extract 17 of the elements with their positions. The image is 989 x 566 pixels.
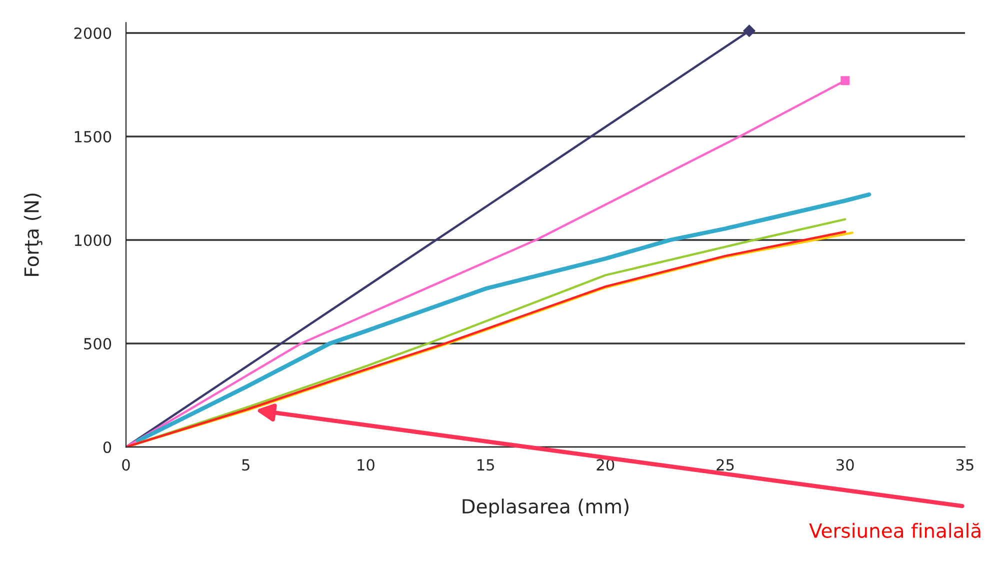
x-tick-label: 20 xyxy=(596,459,614,471)
y-tick-label: 500 xyxy=(84,338,112,350)
text: Versiunea finalală xyxy=(809,522,980,538)
y-tick-label: 0 xyxy=(103,441,112,454)
x-tick-label: 25 xyxy=(716,459,734,471)
y-tick-label: 2000 xyxy=(74,27,112,40)
x-tick-label: 5 xyxy=(242,459,250,471)
y-tick-label: 1500 xyxy=(74,130,112,143)
y-tick-label: 1000 xyxy=(74,234,112,246)
y-axis-title: Forţa (N) xyxy=(24,194,42,276)
x-axis-title: Deplasarea (mm) xyxy=(462,498,628,518)
line-series xyxy=(136,192,872,443)
x-tick-label: 30 xyxy=(836,459,854,471)
x-tick-label: 10 xyxy=(358,459,374,471)
x-tick-label: 35 xyxy=(956,459,974,471)
x-tick-label: 15 xyxy=(478,459,494,471)
x-tick-label: 0 xyxy=(122,459,130,471)
